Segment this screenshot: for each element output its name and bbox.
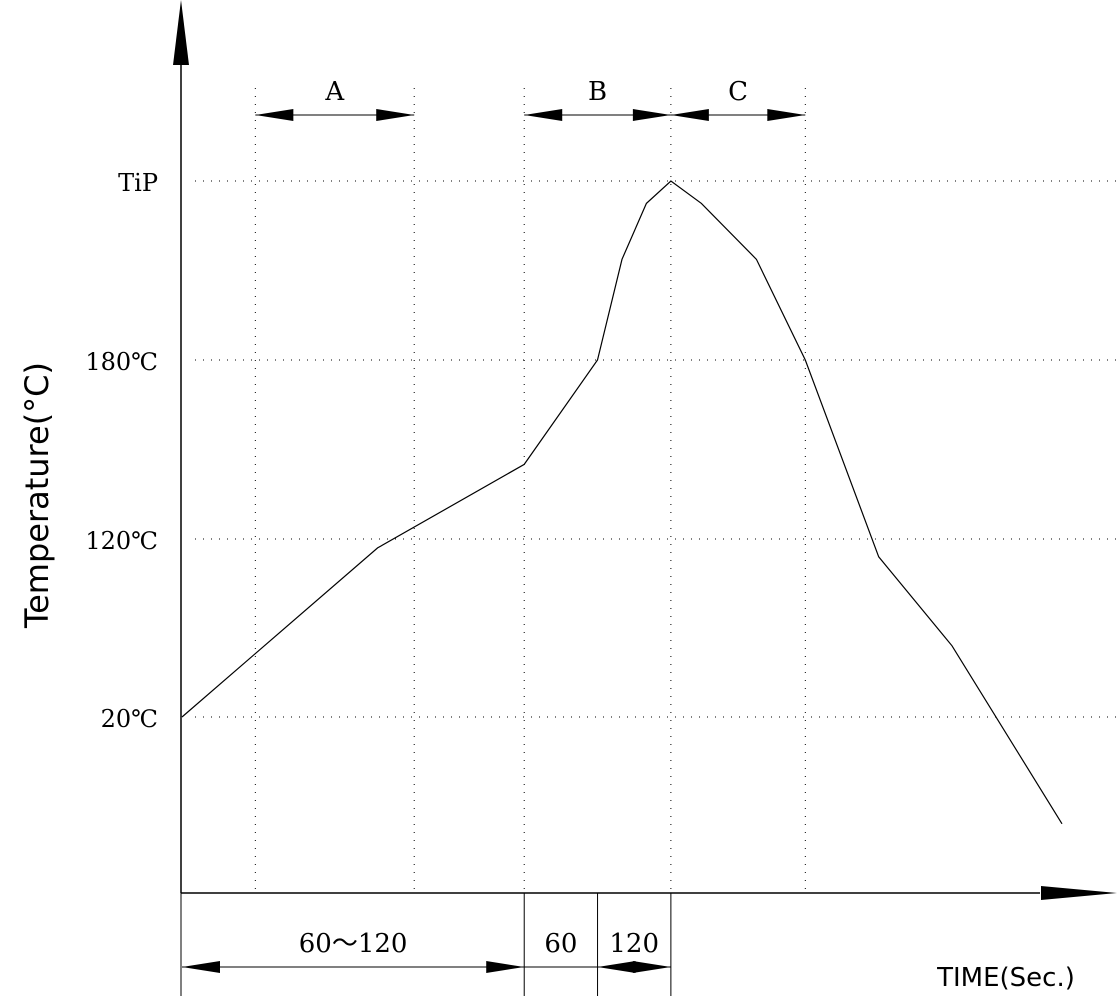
time-span-label: 60～120 [299, 929, 408, 959]
zone-arrow-right [767, 109, 806, 121]
zone-arrow-left [255, 109, 294, 121]
temperature-profile-line [181, 180, 1063, 825]
x-axis-label: TIME(Sec.) [936, 963, 1075, 993]
zone-label: C [728, 77, 748, 107]
zone-arrow-left [670, 109, 709, 121]
y-axis-arrow [173, 0, 189, 65]
zone-label: A [324, 77, 345, 107]
y-tick-label: 120℃ [85, 527, 158, 555]
time-arrow-right [486, 961, 525, 973]
time-span-label: 120 [609, 929, 659, 959]
zone-arrow-left [524, 109, 563, 121]
time-arrow-right [632, 961, 671, 973]
y-axis-label: Temperature(°C) [18, 362, 56, 629]
y-tick-label: 180℃ [85, 348, 158, 376]
time-arrow-left [597, 961, 636, 973]
x-axis-arrow [1041, 886, 1117, 900]
zone-label: B [588, 77, 607, 107]
time-span-label: 60 [544, 929, 577, 959]
y-tick-label: 20℃ [101, 705, 158, 733]
y-tick-label: TiP [118, 169, 158, 197]
zone-arrow-right [376, 109, 415, 121]
time-arrow-left [182, 961, 220, 973]
zone-arrow-right [632, 109, 671, 121]
